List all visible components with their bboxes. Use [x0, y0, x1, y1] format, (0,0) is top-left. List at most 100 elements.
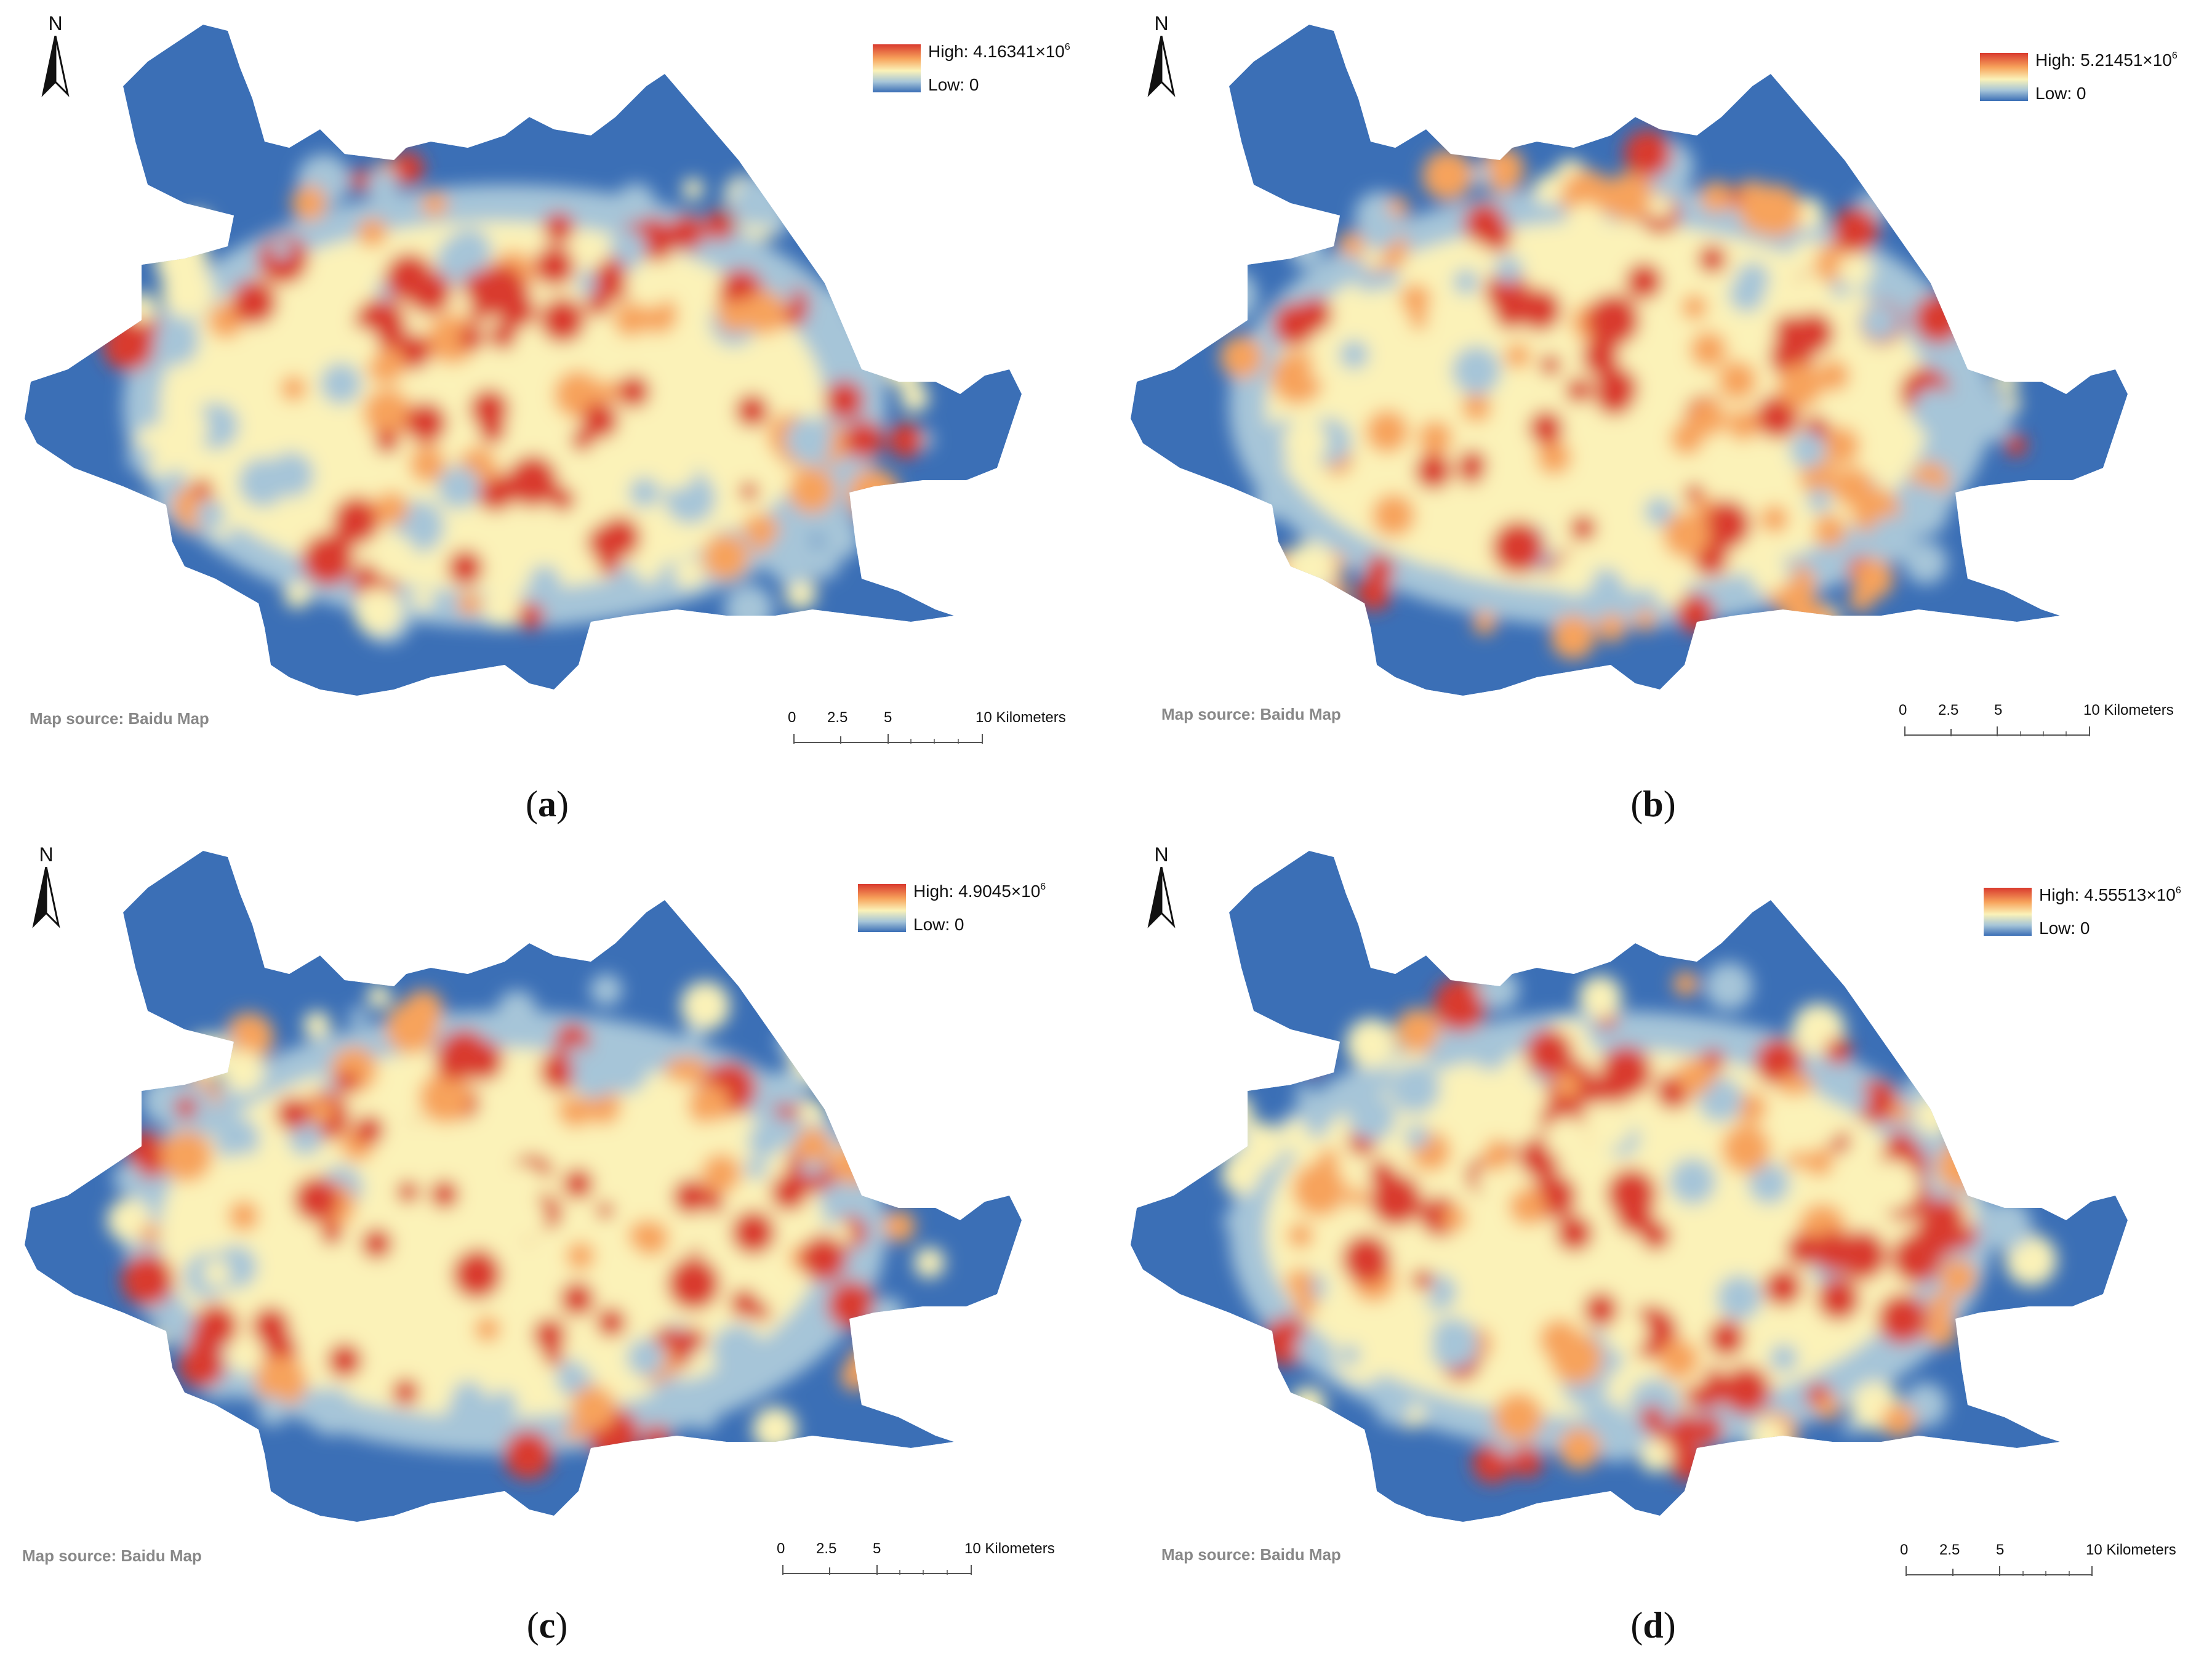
density-hotspot — [753, 1407, 797, 1451]
density-hotspot — [1342, 1234, 1391, 1284]
density-hotspot — [1832, 207, 1879, 254]
density-hotspot — [597, 380, 619, 402]
density-hotspot — [688, 1084, 730, 1126]
density-hotspot — [827, 1281, 876, 1330]
density-hotspot — [1220, 336, 1263, 379]
density-hotspot — [113, 1164, 143, 1193]
map-panel-b: N High: 5.21451×106 Low: 0 Map source: B… — [1106, 0, 2212, 826]
density-hotspot — [1634, 609, 1656, 632]
density-hotspot — [614, 302, 648, 337]
density-hotspot — [1311, 358, 1333, 380]
density-hotspot — [884, 349, 922, 387]
density-hotspot — [1464, 203, 1505, 244]
density-hotspot — [430, 1180, 459, 1209]
density-hotspot — [375, 429, 399, 454]
density-hotspot — [1469, 164, 1491, 186]
density-hotspot — [1677, 1058, 1713, 1095]
scale-bar-line — [782, 1565, 972, 1575]
density-hotspot — [307, 1387, 355, 1435]
density-hotspot — [1223, 1212, 1240, 1229]
density-hotspot — [1554, 554, 1595, 595]
density-hotspot — [1625, 263, 1662, 300]
density-hotspot — [503, 1430, 553, 1479]
density-hotspot — [225, 1013, 274, 1062]
density-hotspot — [302, 533, 355, 586]
density-hotspot — [702, 534, 749, 581]
density-hotspot — [1470, 1031, 1510, 1071]
density-hotspot — [665, 1201, 715, 1250]
density-hotspot — [1708, 1320, 1745, 1357]
density-hotspot — [533, 1318, 566, 1351]
density-hotspot — [581, 1350, 604, 1373]
map-panel-c: N High: 4.9045×106 Low: 0 Map source: Ba… — [0, 826, 1106, 1653]
caption-d: (d) — [1630, 1605, 1676, 1646]
density-hotspot — [1556, 1215, 1593, 1252]
density-hotspot — [203, 1260, 230, 1287]
density-hotspot — [564, 1422, 584, 1442]
density-hotspot — [463, 1040, 503, 1081]
density-hotspot — [1505, 343, 1531, 369]
density-hotspot — [1286, 1268, 1314, 1297]
density-hotspot — [1477, 1163, 1511, 1197]
density-hotspot — [1741, 196, 1777, 233]
density-hotspot — [742, 291, 787, 335]
density-hotspot — [404, 990, 443, 1029]
legend-color-ramp — [858, 884, 906, 932]
density-hotspot — [635, 557, 661, 582]
density-hotspot — [1347, 1188, 1366, 1207]
density-hotspot — [1817, 360, 1849, 392]
density-hotspot — [540, 1051, 580, 1092]
density-hotspot — [1904, 541, 1947, 584]
density-hotspot — [1628, 520, 1659, 551]
density-hotspot — [1372, 494, 1415, 537]
density-hotspot — [799, 1099, 825, 1125]
density-hotspot — [1300, 463, 1331, 494]
density-hotspot — [1940, 1259, 1977, 1296]
density-hotspot — [556, 1100, 575, 1119]
caption-c: (c) — [526, 1605, 568, 1646]
density-hotspot — [1375, 1388, 1412, 1425]
density-hotspot — [183, 212, 212, 241]
density-hotspot — [596, 1308, 626, 1337]
heat-layer — [25, 851, 1022, 1522]
density-hotspot — [1769, 1344, 1798, 1372]
density-hotspot — [194, 478, 212, 497]
density-hotspot — [702, 1154, 741, 1193]
density-hotspot — [1822, 427, 1860, 465]
density-hotspot — [228, 1201, 259, 1231]
density-hotspot — [397, 1181, 419, 1203]
density-hotspot — [1750, 555, 1788, 593]
density-hotspot — [175, 1096, 197, 1119]
density-hotspot — [1600, 1046, 1652, 1098]
density-hotspot — [1823, 1079, 1848, 1104]
density-hotspot — [888, 422, 924, 458]
density-hotspot — [1921, 223, 1950, 251]
density-hotspot — [704, 210, 735, 241]
density-hotspot — [1388, 196, 1409, 217]
density-hotspot — [740, 482, 758, 501]
north-label: N — [39, 843, 54, 866]
density-hotspot — [529, 565, 561, 597]
density-hotspot — [1346, 1018, 1397, 1069]
density-hotspot — [848, 469, 900, 521]
density-hotspot — [148, 1330, 166, 1349]
legend-color-ramp — [873, 44, 921, 92]
density-hotspot — [1554, 1072, 1580, 1098]
legend-color-ramp — [1980, 53, 2028, 101]
density-hotspot — [1283, 420, 1328, 464]
density-hotspot — [880, 1113, 929, 1162]
density-hotspot — [1585, 1102, 1632, 1149]
density-hotspot — [1854, 1079, 1899, 1124]
density-hotspot — [1302, 1052, 1323, 1072]
density-hotspot — [218, 1154, 269, 1204]
scale-bar-d: 0 2.5 5 10 Kilometers — [1900, 1542, 2176, 1579]
density-hotspot — [407, 270, 452, 315]
density-hotspot — [668, 214, 705, 251]
density-hotspot — [475, 1316, 500, 1342]
north-arrow-b: N — [1143, 12, 1180, 97]
density-hotspot — [103, 502, 151, 550]
density-hotspot — [540, 297, 585, 343]
map-source-b: Map source: Baidu Map — [1161, 705, 1341, 723]
density-hotspot — [1339, 1345, 1360, 1365]
density-hotspot — [1352, 1137, 1371, 1156]
